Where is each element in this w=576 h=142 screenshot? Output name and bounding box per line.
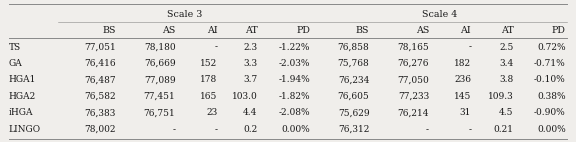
Text: TS: TS: [9, 43, 21, 52]
Text: 78,002: 78,002: [85, 125, 116, 134]
Text: AT: AT: [501, 26, 513, 35]
Text: 109.3: 109.3: [487, 92, 513, 101]
Text: BS: BS: [103, 26, 116, 35]
Text: 77,233: 77,233: [398, 92, 429, 101]
Text: 152: 152: [200, 59, 218, 68]
Text: 78,180: 78,180: [144, 43, 176, 52]
Text: 76,214: 76,214: [397, 108, 429, 117]
Text: AI: AI: [461, 26, 471, 35]
Text: 77,089: 77,089: [144, 75, 176, 84]
Text: 76,487: 76,487: [84, 75, 116, 84]
Text: BS: BS: [356, 26, 369, 35]
Text: PD: PD: [296, 26, 310, 35]
Text: -1.22%: -1.22%: [278, 43, 310, 52]
Text: 3.7: 3.7: [243, 75, 257, 84]
Text: -: -: [215, 43, 218, 52]
Text: -: -: [468, 125, 471, 134]
Text: AS: AS: [162, 26, 176, 35]
Text: 76,276: 76,276: [397, 59, 429, 68]
Text: 76,234: 76,234: [338, 75, 369, 84]
Text: -: -: [468, 43, 471, 52]
Text: Scale 4: Scale 4: [422, 10, 457, 19]
Text: LINGO: LINGO: [9, 125, 41, 134]
Text: -0.10%: -0.10%: [534, 75, 566, 84]
Text: HGA2: HGA2: [9, 92, 36, 101]
Text: -: -: [426, 125, 429, 134]
Text: 76,582: 76,582: [84, 92, 116, 101]
Text: GA: GA: [9, 59, 22, 68]
Text: 0.00%: 0.00%: [281, 125, 310, 134]
Text: 2.5: 2.5: [499, 43, 513, 52]
Text: 77,451: 77,451: [144, 92, 176, 101]
Text: 77,051: 77,051: [84, 43, 116, 52]
Text: 76,605: 76,605: [338, 92, 369, 101]
Text: 76,669: 76,669: [144, 59, 176, 68]
Text: -2.08%: -2.08%: [278, 108, 310, 117]
Text: 76,383: 76,383: [85, 108, 116, 117]
Text: 145: 145: [454, 92, 471, 101]
Text: -: -: [172, 125, 176, 134]
Text: -0.90%: -0.90%: [534, 108, 566, 117]
Text: AT: AT: [245, 26, 257, 35]
Text: 75,629: 75,629: [338, 108, 369, 117]
Text: 77,050: 77,050: [397, 75, 429, 84]
Text: PD: PD: [552, 26, 566, 35]
Text: 0.38%: 0.38%: [537, 92, 566, 101]
Text: 0.2: 0.2: [243, 125, 257, 134]
Text: AS: AS: [416, 26, 429, 35]
Text: 182: 182: [454, 59, 471, 68]
Text: 3.4: 3.4: [499, 59, 513, 68]
Text: 103.0: 103.0: [232, 92, 257, 101]
Text: -1.82%: -1.82%: [278, 92, 310, 101]
Text: 78,165: 78,165: [397, 43, 429, 52]
Text: 31: 31: [460, 108, 471, 117]
Text: 3.3: 3.3: [244, 59, 257, 68]
Text: 23: 23: [206, 108, 218, 117]
Text: 76,751: 76,751: [144, 108, 176, 117]
Text: HGA1: HGA1: [9, 75, 36, 84]
Text: 236: 236: [454, 75, 471, 84]
Text: AI: AI: [207, 26, 218, 35]
Text: 165: 165: [200, 92, 218, 101]
Text: -2.03%: -2.03%: [278, 59, 310, 68]
Text: -0.71%: -0.71%: [534, 59, 566, 68]
Text: 76,312: 76,312: [338, 125, 369, 134]
Text: 4.5: 4.5: [499, 108, 513, 117]
Text: 4.4: 4.4: [243, 108, 257, 117]
Text: iHGA: iHGA: [9, 108, 33, 117]
Text: 76,858: 76,858: [338, 43, 369, 52]
Text: 0.21: 0.21: [493, 125, 513, 134]
Text: 76,416: 76,416: [84, 59, 116, 68]
Text: 3.8: 3.8: [499, 75, 513, 84]
Text: -: -: [215, 125, 218, 134]
Text: 178: 178: [200, 75, 218, 84]
Text: -1.94%: -1.94%: [278, 75, 310, 84]
Text: 0.72%: 0.72%: [537, 43, 566, 52]
Text: Scale 3: Scale 3: [167, 10, 203, 19]
Text: 75,768: 75,768: [338, 59, 369, 68]
Text: 0.00%: 0.00%: [537, 125, 566, 134]
Text: 2.3: 2.3: [244, 43, 257, 52]
